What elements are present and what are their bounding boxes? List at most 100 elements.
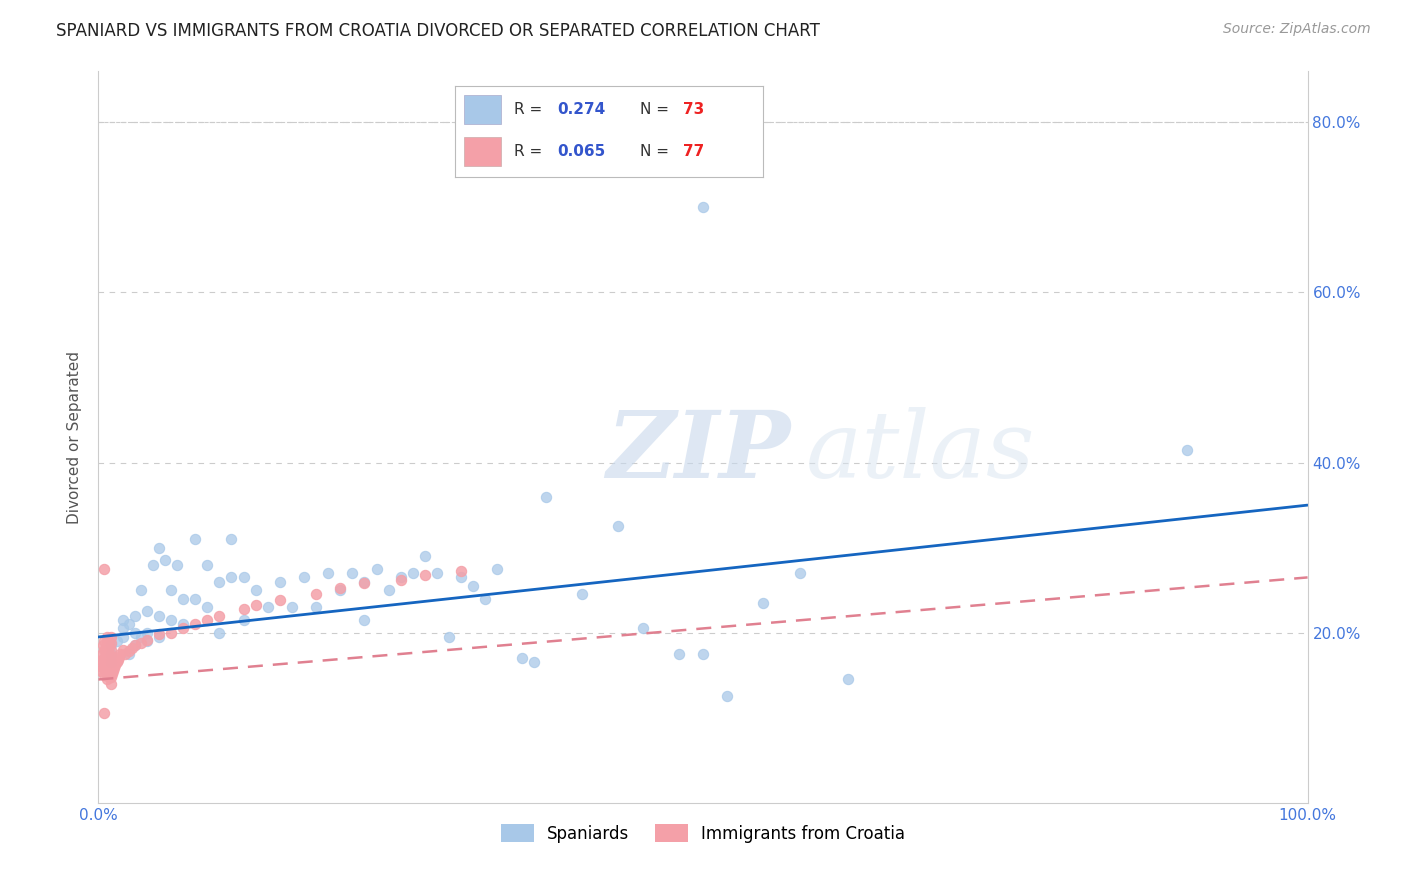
Point bbox=[256, 600, 278, 615]
Point bbox=[413, 567, 436, 582]
Point bbox=[232, 613, 254, 627]
Point bbox=[94, 642, 117, 657]
Point bbox=[172, 617, 194, 632]
Point bbox=[118, 647, 141, 661]
Point bbox=[100, 658, 122, 673]
Point bbox=[104, 658, 127, 673]
Point bbox=[245, 583, 267, 598]
Point bbox=[184, 532, 207, 546]
Text: Source: ZipAtlas.com: Source: ZipAtlas.com bbox=[1223, 22, 1371, 37]
Point bbox=[668, 647, 690, 661]
Point bbox=[245, 599, 267, 613]
Point bbox=[474, 591, 496, 606]
Point bbox=[100, 647, 122, 661]
Point bbox=[232, 602, 254, 616]
Point bbox=[153, 553, 176, 567]
Point bbox=[534, 490, 557, 504]
Point bbox=[107, 653, 129, 667]
Point bbox=[100, 642, 122, 657]
Point bbox=[607, 519, 630, 533]
Point bbox=[97, 659, 120, 673]
Point bbox=[148, 608, 170, 623]
Point bbox=[97, 634, 120, 648]
Point bbox=[184, 617, 207, 632]
Point bbox=[93, 642, 115, 657]
Point bbox=[292, 570, 315, 584]
Point bbox=[94, 656, 117, 670]
Point bbox=[789, 566, 811, 581]
Point bbox=[437, 630, 460, 644]
Point bbox=[96, 639, 118, 653]
Point bbox=[342, 566, 364, 581]
Point bbox=[97, 661, 120, 675]
Point bbox=[692, 201, 714, 215]
Point bbox=[426, 566, 449, 581]
Point bbox=[118, 644, 141, 658]
Point bbox=[135, 604, 157, 618]
Point bbox=[172, 591, 194, 606]
Point bbox=[101, 653, 124, 667]
Point bbox=[93, 651, 115, 665]
Point bbox=[124, 608, 146, 623]
Point bbox=[129, 636, 152, 650]
Point bbox=[837, 673, 859, 687]
Point bbox=[93, 706, 115, 721]
Point bbox=[121, 640, 143, 655]
Point bbox=[184, 591, 207, 606]
Point bbox=[96, 630, 118, 644]
Point bbox=[100, 662, 122, 676]
Point bbox=[752, 596, 775, 610]
Point bbox=[96, 656, 118, 670]
Point bbox=[353, 574, 375, 589]
Point bbox=[91, 656, 114, 670]
Point bbox=[124, 639, 146, 653]
Point bbox=[1175, 442, 1198, 457]
Point bbox=[93, 634, 115, 648]
Legend: Spaniards, Immigrants from Croatia: Spaniards, Immigrants from Croatia bbox=[494, 818, 912, 849]
Point bbox=[402, 566, 425, 581]
Point bbox=[450, 565, 472, 579]
Point bbox=[91, 639, 114, 653]
Point bbox=[195, 558, 218, 572]
Point bbox=[129, 583, 152, 598]
Point bbox=[105, 634, 128, 648]
Point bbox=[269, 574, 291, 589]
Point bbox=[105, 656, 128, 670]
Text: ZIP: ZIP bbox=[606, 407, 790, 497]
Point bbox=[96, 664, 118, 678]
Point bbox=[463, 579, 485, 593]
Point bbox=[100, 656, 122, 670]
Point bbox=[108, 649, 131, 664]
Point bbox=[93, 659, 115, 673]
Point bbox=[100, 658, 122, 673]
Point bbox=[111, 630, 134, 644]
Point bbox=[98, 656, 121, 670]
Point bbox=[523, 656, 546, 670]
Point bbox=[129, 630, 152, 644]
Point bbox=[232, 570, 254, 584]
Point bbox=[510, 651, 533, 665]
Point bbox=[91, 659, 114, 673]
Point bbox=[353, 576, 375, 591]
Point bbox=[100, 649, 122, 664]
Point bbox=[93, 668, 115, 682]
Point bbox=[91, 647, 114, 661]
Point bbox=[98, 639, 121, 653]
Point bbox=[98, 664, 121, 678]
Point bbox=[305, 600, 328, 615]
Point bbox=[135, 634, 157, 648]
Point bbox=[124, 625, 146, 640]
Point bbox=[413, 549, 436, 563]
Point bbox=[366, 562, 388, 576]
Point bbox=[450, 570, 472, 584]
Point bbox=[389, 573, 412, 587]
Point bbox=[208, 625, 231, 640]
Point bbox=[329, 582, 352, 596]
Point bbox=[486, 562, 509, 576]
Point bbox=[97, 644, 120, 658]
Y-axis label: Divorced or Separated: Divorced or Separated bbox=[67, 351, 83, 524]
Point bbox=[208, 574, 231, 589]
Point bbox=[195, 600, 218, 615]
Point bbox=[111, 642, 134, 657]
Point bbox=[329, 583, 352, 598]
